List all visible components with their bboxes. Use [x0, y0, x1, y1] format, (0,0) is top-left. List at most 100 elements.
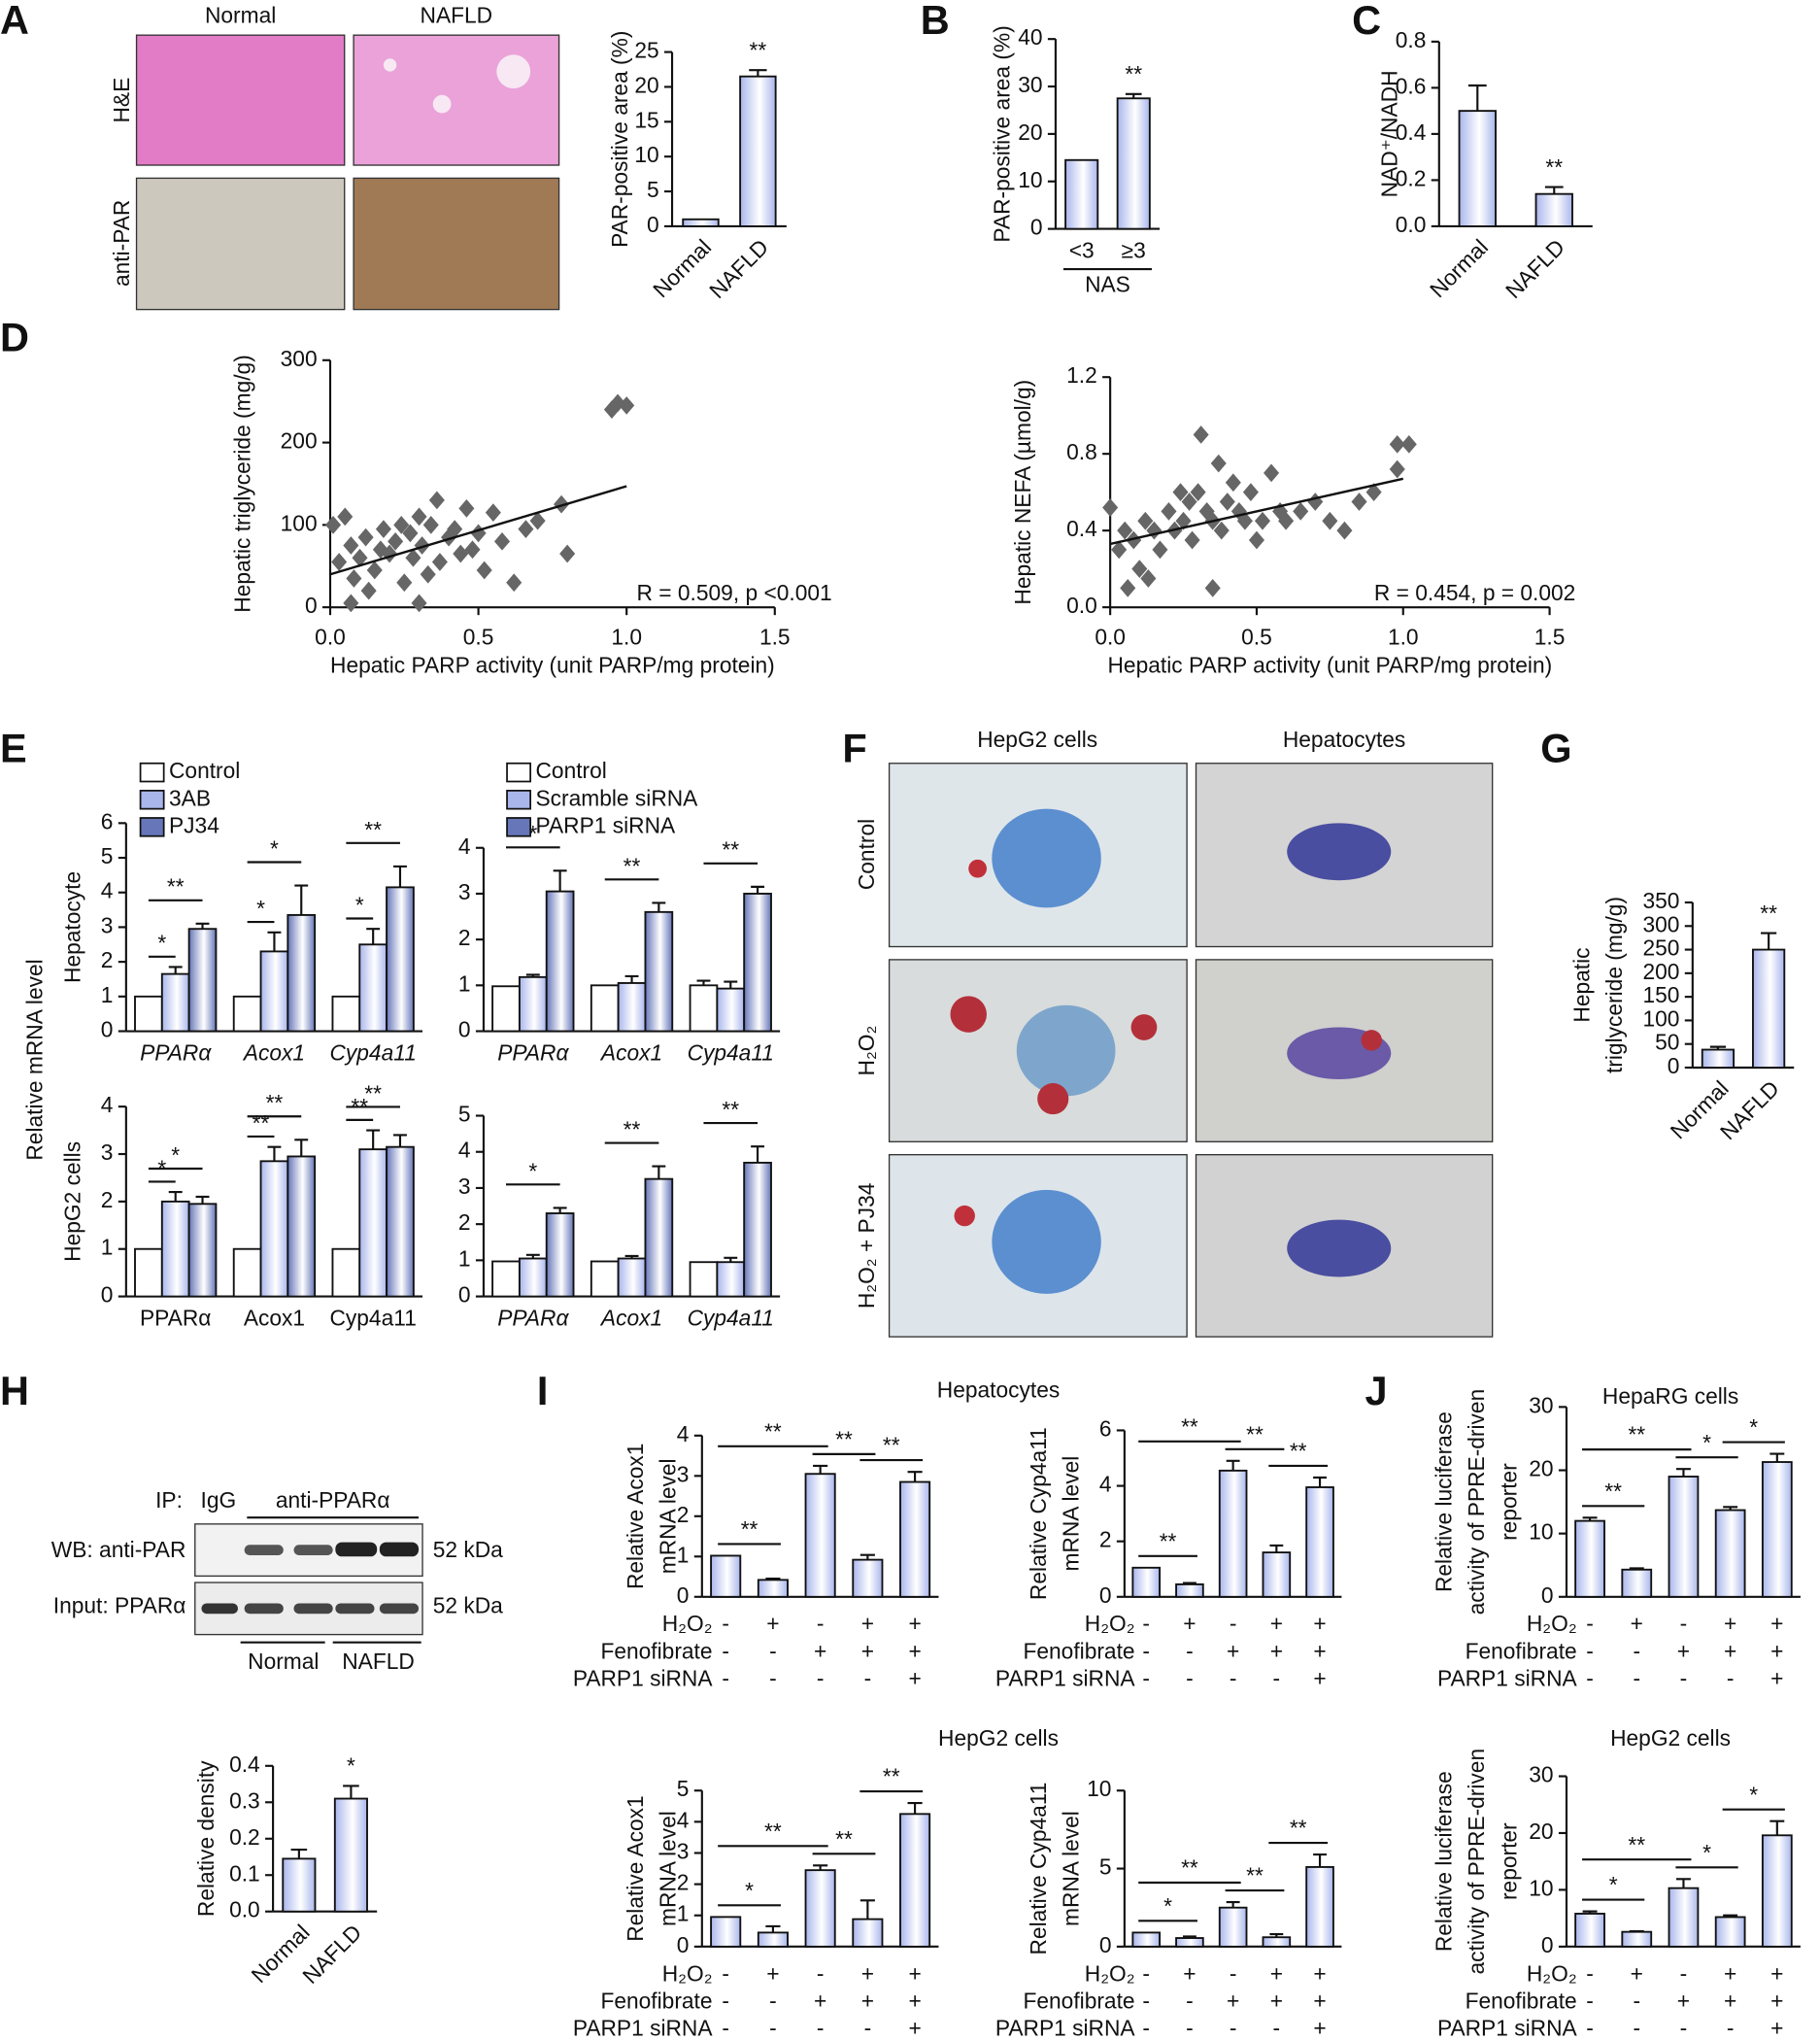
point [1152, 540, 1168, 560]
bar [689, 1261, 719, 1298]
y-tick-label: 3 [458, 879, 471, 904]
x-tick-label: <3 [1069, 238, 1095, 263]
point [470, 524, 487, 543]
bar [331, 1247, 361, 1298]
condition-sign: + [1270, 1611, 1283, 1636]
point [343, 536, 359, 555]
bar [259, 1160, 289, 1298]
point [1210, 454, 1227, 473]
condition-sign: + [814, 1638, 826, 1663]
condition-sign: - [1680, 1611, 1688, 1636]
y-tick-label: 300 [1642, 911, 1679, 936]
point [402, 524, 419, 543]
legend-label: PARP1 siRNA [535, 812, 676, 837]
condition-sign: - [1186, 2016, 1194, 2040]
point [343, 594, 359, 613]
point [1172, 483, 1189, 502]
y-tick-label: 0 [101, 1282, 114, 1308]
bar [1131, 1566, 1162, 1598]
condition-sign: - [1273, 2016, 1281, 2040]
condition-sign: - [1230, 1960, 1237, 1986]
condition-sign: - [1186, 1638, 1194, 1663]
bar [689, 984, 719, 1033]
error-bar [393, 865, 407, 888]
bar [1752, 948, 1786, 1069]
legend-label: Scramble siRNA [535, 785, 698, 810]
condition-sign: + [1270, 1988, 1283, 2013]
condition-sign: - [769, 1665, 777, 1690]
point [485, 503, 501, 523]
point [1140, 569, 1157, 588]
y-tick-label: 300 [281, 346, 318, 371]
error-bar [1582, 1516, 1598, 1521]
point [1236, 511, 1253, 530]
error-bar [1313, 1853, 1327, 1867]
point [1400, 434, 1417, 454]
condition-sign: - [769, 1988, 777, 2013]
error-bar [624, 1254, 639, 1259]
condition-sign: + [908, 1960, 921, 1986]
nucleus [1016, 1004, 1116, 1097]
condition-sign: - [1186, 1665, 1194, 1690]
y-tick-label: 200 [1642, 959, 1679, 984]
legend-label: Control [169, 758, 240, 783]
condition-label: Fenofibrate [1466, 1638, 1577, 1663]
x-tick-label: Normal [648, 234, 716, 302]
bar [1218, 1906, 1248, 1948]
significance: * [270, 835, 279, 861]
bar [1218, 1469, 1248, 1598]
point [1336, 521, 1353, 540]
condition-label: Fenofibrate [1023, 1638, 1134, 1663]
bar [282, 1857, 317, 1913]
bar [1305, 1486, 1334, 1598]
band [379, 1603, 420, 1615]
group-label: NAS [1085, 272, 1130, 297]
significance: ** [364, 817, 382, 842]
y-tick-label: 1 [101, 982, 114, 1007]
y-tick-label: 40 [1018, 24, 1042, 50]
condition-sign: + [908, 1638, 921, 1663]
panel-label: H [0, 1368, 29, 1413]
error-bar [1269, 1932, 1284, 1938]
bar [491, 1260, 521, 1298]
significance: * [1609, 1872, 1618, 1897]
bar [617, 1257, 647, 1298]
point [325, 515, 342, 534]
error-bar [343, 1785, 359, 1799]
bar [716, 1261, 746, 1298]
y-tick-label: 0.4 [229, 1751, 260, 1777]
legend-label: Control [535, 758, 606, 783]
point [1190, 483, 1206, 502]
point [1351, 493, 1367, 511]
point [388, 531, 404, 551]
condition-label: Fenofibrate [600, 1988, 712, 2013]
y-axis-label: Hepatic triglyceride (mg/g) [230, 355, 255, 613]
band [335, 1542, 378, 1557]
y-tick-label: 3 [101, 1139, 114, 1165]
point [346, 569, 362, 588]
x-axis-label: Hepatic PARP activity (unit PARP/mg prot… [330, 653, 775, 678]
y-tick-label: 0 [458, 1017, 471, 1042]
point [1131, 560, 1148, 579]
panel-label: I [537, 1368, 549, 1413]
point [1365, 483, 1382, 502]
y-tick-label: 20 [1018, 119, 1042, 145]
point [559, 544, 576, 563]
point [1248, 530, 1264, 550]
bar [1534, 192, 1573, 227]
x-tick-label: NAFLD [704, 234, 773, 303]
error-bar [1761, 932, 1777, 950]
row-label: H₂O₂ + PJ34 [854, 1183, 879, 1309]
point [420, 564, 436, 584]
panel-label: E [0, 726, 27, 771]
y-tick-label: 2 [458, 925, 471, 950]
bar [739, 75, 777, 227]
y-tick-label: 0 [1668, 1053, 1680, 1078]
nucleus [1287, 1219, 1392, 1277]
column-label: NAFLD [421, 2, 493, 27]
condition-sign: - [1633, 1665, 1640, 1690]
bar [590, 984, 620, 1033]
condition-sign: + [1677, 1638, 1690, 1663]
error-bar [749, 69, 767, 77]
y-tick-label: 1.2 [1066, 362, 1097, 388]
